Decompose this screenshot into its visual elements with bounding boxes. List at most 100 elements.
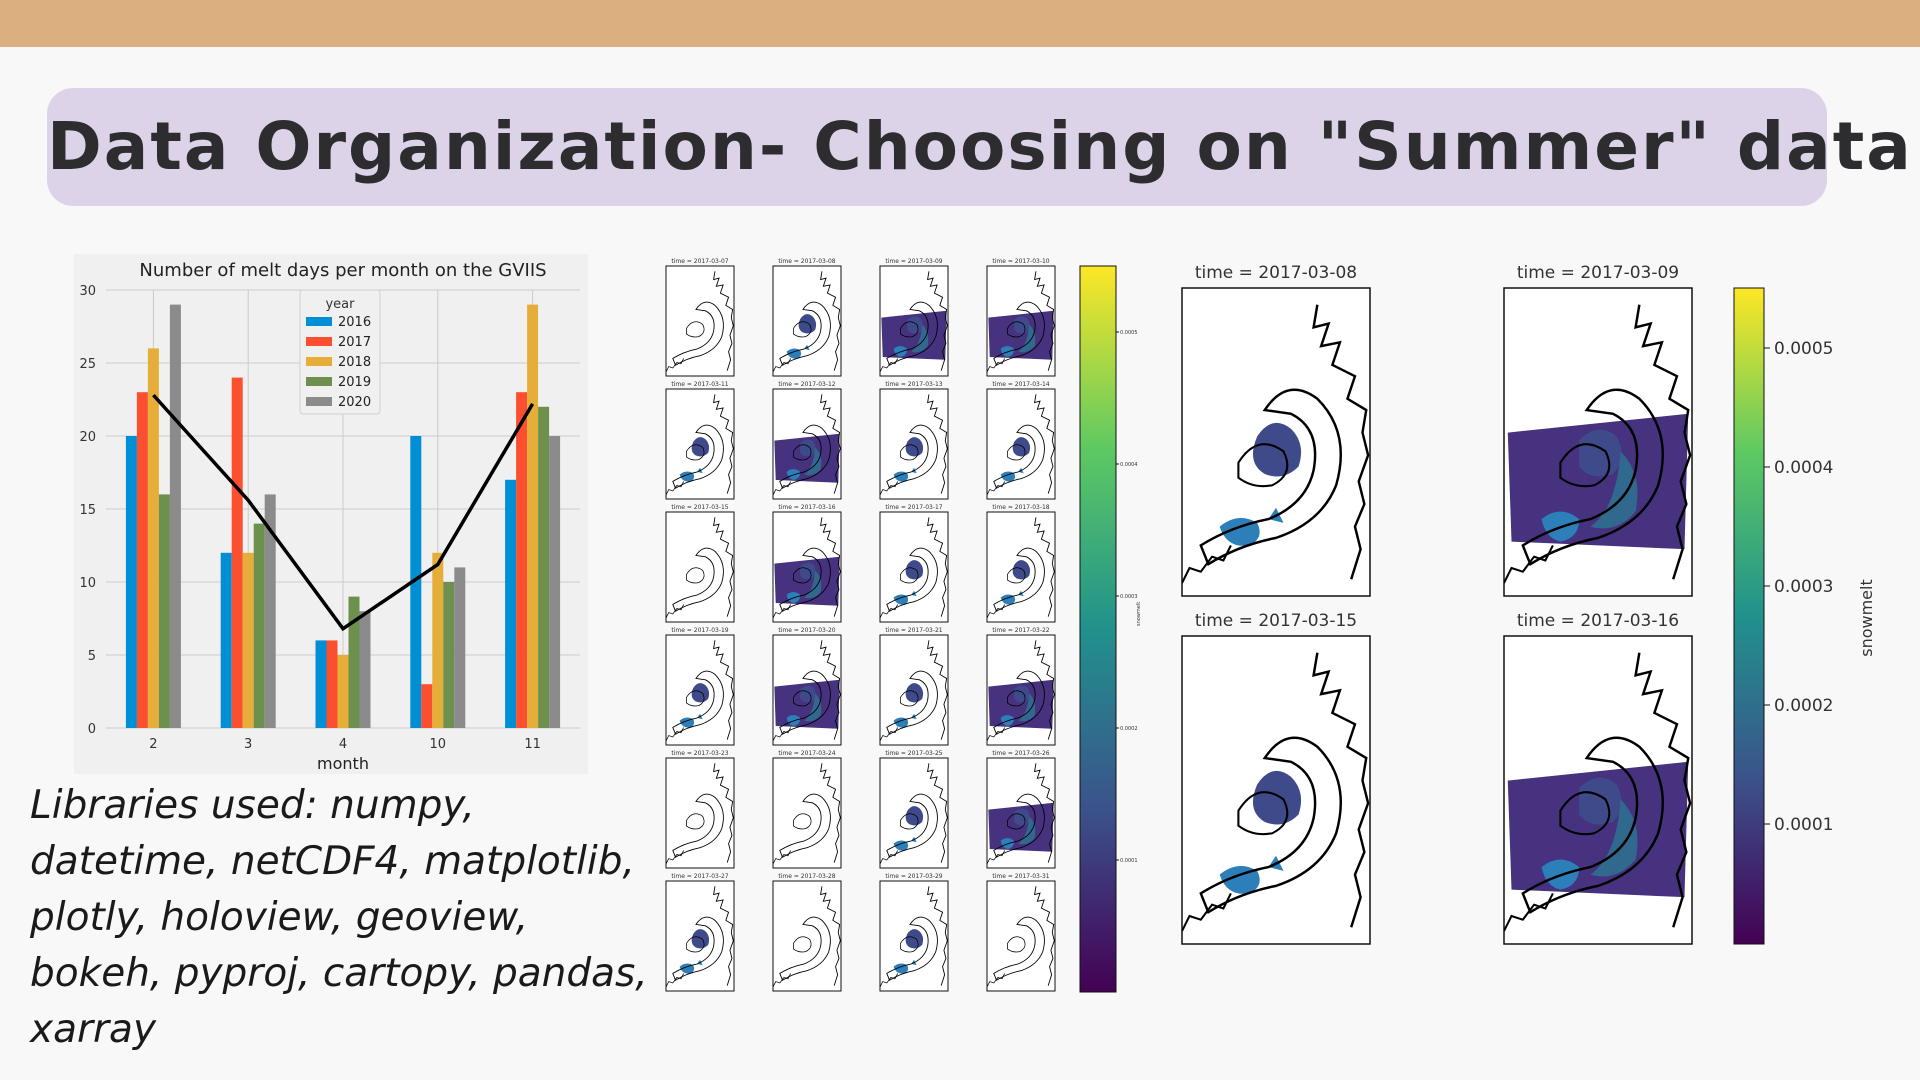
small-colorbar-tick-label: 0.0001 — [1120, 858, 1138, 864]
small-map-title: time = 2017-03-27 — [671, 873, 728, 880]
small-map-title: time = 2017-03-07 — [671, 258, 728, 265]
bar-2020-month-11 — [549, 436, 561, 728]
slide-title: Data Organization- Choosing on "Summer" … — [47, 108, 1913, 185]
small-map-title: time = 2017-03-11 — [671, 381, 728, 388]
large-colorbar-tick-label: 0.0002 — [1774, 696, 1833, 716]
bar-2016-month-11 — [505, 479, 517, 728]
y-tick-label: 30 — [79, 284, 96, 299]
large-colorbar-tick-label: 0.0004 — [1774, 458, 1833, 478]
bar-2020-month-2 — [169, 304, 181, 728]
large-map-title: time = 2017-03-15 — [1195, 611, 1357, 631]
chart-title: Number of melt days per month on the GVI… — [139, 260, 546, 281]
bar-2016-month-4 — [315, 640, 327, 728]
bar-2017-month-2 — [136, 392, 148, 728]
small-map-frame — [665, 757, 735, 869]
legend-swatch — [306, 337, 332, 346]
small-map-title: time = 2017-03-23 — [671, 750, 728, 757]
legend-swatch — [306, 317, 332, 326]
small-colorbar-tick-label: 0.0005 — [1120, 330, 1138, 336]
large-colorbar-gradient — [1733, 287, 1765, 945]
small-map-title: time = 2017-03-29 — [885, 873, 942, 880]
small-map-title: time = 2017-03-22 — [992, 627, 1049, 634]
small-multiple-grid: time = 2017-03-07 time = 2017-03-08 time =… — [665, 258, 1056, 992]
bar-2017-month-4 — [326, 640, 338, 728]
bar-2018-month-3 — [242, 552, 254, 728]
large-map-title: time = 2017-03-08 — [1195, 263, 1357, 283]
bar-2016-month-3 — [220, 552, 232, 728]
small-map-title: time = 2017-03-13 — [885, 381, 942, 388]
large-colorbar-label: snowmelt — [1857, 579, 1876, 657]
legend-label: 2018 — [338, 355, 371, 370]
x-tick-label: 2 — [149, 737, 157, 752]
bar-2017-month-10 — [421, 684, 433, 728]
legend-swatch — [306, 397, 332, 406]
bar-2017-month-3 — [231, 377, 243, 728]
legend-label: 2020 — [338, 395, 371, 410]
legend-label: 2016 — [338, 315, 371, 330]
small-map-title: time = 2017-03-12 — [778, 381, 835, 388]
average-trend-line — [152, 393, 535, 632]
small-map-title: time = 2017-03-17 — [885, 504, 942, 511]
small-map-title: time = 2017-03-24 — [778, 750, 835, 757]
title-banner: Data Organization- Choosing on "Summer" … — [47, 88, 1913, 206]
bar-2019-month-11 — [538, 406, 550, 728]
small-map-title: time = 2017-03-28 — [778, 873, 835, 880]
x-tick-label: 11 — [524, 737, 541, 752]
small-map-title: time = 2017-03-25 — [885, 750, 942, 757]
snowmelt-maps-panel: time = 2017-03-07 time = 2017-03-08 time =… — [665, 258, 1876, 993]
y-tick-label: 25 — [79, 357, 96, 372]
x-axis-label: month — [317, 754, 369, 773]
legend-swatch — [306, 377, 332, 386]
large-map-title: time = 2017-03-16 — [1517, 611, 1679, 631]
small-map-title: time = 2017-03-19 — [671, 627, 728, 634]
x-tick-label: 4 — [339, 737, 347, 752]
libraries-text: Libraries used: numpy, datetime, netCDF4… — [30, 783, 648, 1052]
bar-2020-month-10 — [454, 567, 466, 728]
small-map-title: time = 2017-03-09 — [885, 258, 942, 265]
small-colorbar-gradient — [1079, 265, 1117, 993]
large-map-title: time = 2017-03-09 — [1517, 263, 1679, 283]
bar-2017-month-11 — [516, 392, 528, 728]
bar-2018-month-2 — [147, 348, 159, 728]
small-map-title: time = 2017-03-26 — [992, 750, 1049, 757]
large-colorbar-tick-label: 0.0005 — [1774, 339, 1833, 359]
x-tick-label: 10 — [430, 737, 447, 752]
small-map-title: time = 2017-03-18 — [992, 504, 1049, 511]
y-tick-label: 0 — [88, 722, 96, 737]
bar-2018-month-10 — [432, 552, 444, 728]
bar-2016-month-10 — [410, 436, 422, 728]
y-tick-label: 10 — [79, 576, 96, 591]
bar-2020-month-4 — [359, 611, 371, 728]
y-tick-label: 5 — [88, 649, 96, 664]
small-map-title: time = 2017-03-14 — [992, 381, 1049, 388]
bar-2019-month-4 — [348, 596, 360, 728]
melt-days-bar-chart: Number of melt days per month on the GVI… — [74, 254, 588, 774]
bar-2019-month-3 — [253, 523, 265, 728]
large-maps-grid: time = 2017-03-08 time = 2017-03-09 time =… — [1181, 263, 1693, 945]
x-tick-label: 3 — [244, 737, 252, 752]
bar-2018-month-11 — [527, 304, 539, 728]
legend-title: year — [325, 297, 355, 312]
bar-2019-month-10 — [443, 582, 455, 728]
legend-label: 2017 — [338, 335, 371, 350]
small-colorbar-tick-label: 0.0003 — [1120, 594, 1138, 600]
y-tick-label: 15 — [79, 503, 96, 518]
small-map-frame — [772, 880, 842, 992]
small-colorbar-tick-label: 0.0004 — [1120, 462, 1138, 468]
small-map-title: time = 2017-03-15 — [671, 504, 728, 511]
small-map-frame — [772, 757, 842, 869]
large-colorbar-tick-label: 0.0001 — [1774, 815, 1833, 835]
small-colorbar-label: snowmelt — [1136, 602, 1142, 626]
small-map-title: time = 2017-03-31 — [992, 873, 1049, 880]
bar-2020-month-3 — [264, 494, 276, 728]
small-map-frame — [665, 265, 735, 377]
small-map-title: time = 2017-03-08 — [778, 258, 835, 265]
small-map-title: time = 2017-03-10 — [992, 258, 1049, 265]
small-map-title: time = 2017-03-21 — [885, 627, 942, 634]
legend-swatch — [306, 357, 332, 366]
small-colorbar: 0.0001 0.0002 0.0003 0.0004 0.0005 snowmelt — [1079, 265, 1142, 993]
small-map-frame — [665, 511, 735, 623]
small-map-title: time = 2017-03-16 — [778, 504, 835, 511]
bar-2016-month-2 — [125, 436, 137, 728]
large-colorbar: 0.0001 0.0002 0.0003 0.0004 0.0005 snowmelt — [1733, 287, 1876, 945]
